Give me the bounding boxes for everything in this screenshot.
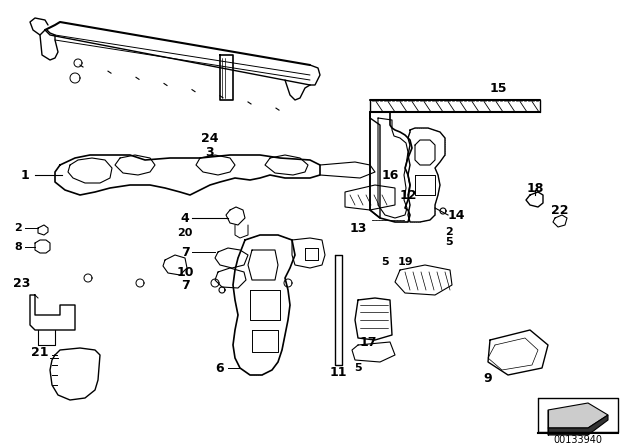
Text: 16: 16	[381, 168, 399, 181]
Polygon shape	[548, 415, 608, 435]
Text: 15: 15	[490, 82, 508, 95]
Text: 8: 8	[14, 242, 22, 252]
Text: 9: 9	[484, 371, 492, 384]
Text: 22: 22	[551, 203, 569, 216]
Text: 00133940: 00133940	[554, 435, 602, 445]
Text: 17: 17	[359, 336, 377, 349]
Text: 7: 7	[180, 246, 189, 258]
Text: 23: 23	[13, 276, 31, 289]
Text: 1: 1	[20, 168, 29, 181]
Text: 2: 2	[445, 227, 452, 237]
Text: 6: 6	[216, 362, 224, 375]
Text: 5: 5	[354, 363, 362, 373]
Text: 5: 5	[381, 257, 389, 267]
Text: 12: 12	[400, 189, 417, 202]
Text: 2: 2	[14, 223, 22, 233]
Text: 19: 19	[398, 257, 413, 267]
Text: 10: 10	[176, 266, 194, 279]
Text: 11: 11	[329, 366, 347, 379]
Text: 24: 24	[201, 132, 219, 145]
Polygon shape	[548, 403, 608, 428]
Text: 13: 13	[349, 221, 367, 234]
Text: 7: 7	[180, 279, 189, 292]
Text: 21: 21	[31, 345, 49, 358]
Text: 4: 4	[180, 211, 189, 224]
Text: 3: 3	[205, 146, 214, 159]
Text: 14: 14	[448, 208, 465, 221]
Text: 5: 5	[445, 237, 452, 247]
Text: 18: 18	[526, 181, 544, 194]
Text: 20: 20	[177, 228, 193, 238]
